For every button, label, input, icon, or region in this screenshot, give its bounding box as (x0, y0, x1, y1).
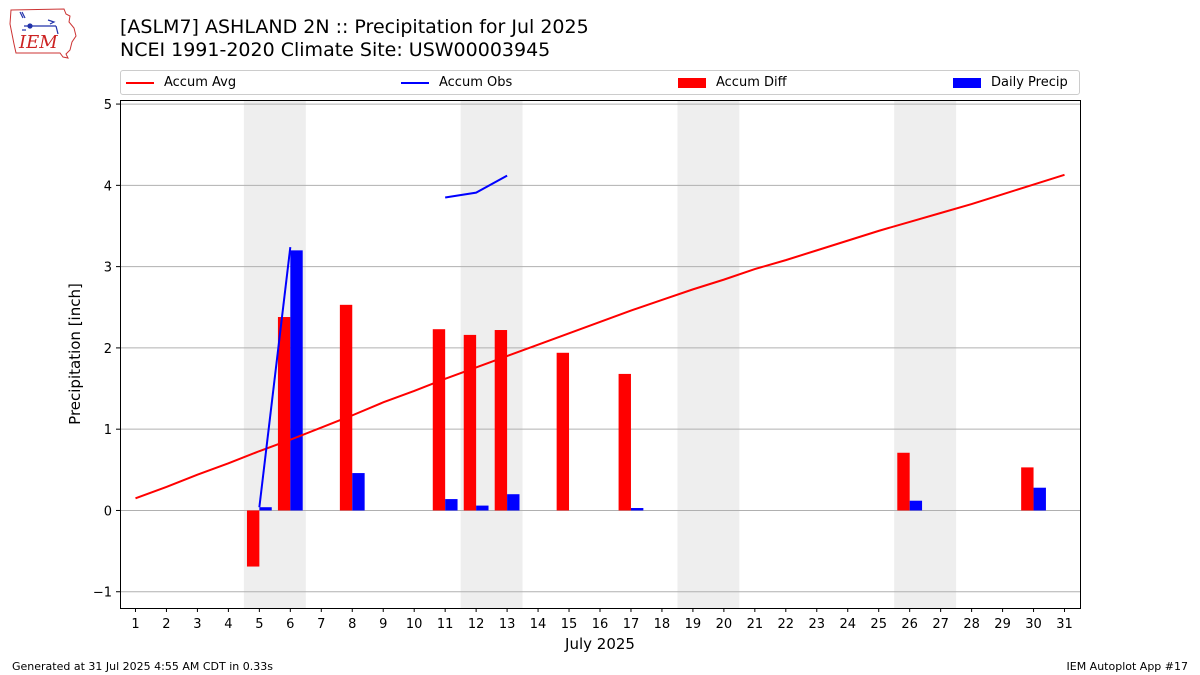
logo-text: IEM (19, 32, 58, 53)
x-tick-label-28: 28 (963, 617, 980, 632)
x-tick-label-22: 22 (778, 617, 795, 632)
x-tick-label-24: 24 (839, 617, 856, 632)
bar-accum-diff-day-5 (246, 510, 260, 567)
iem-logo: IEM (8, 6, 80, 60)
legend: Accum Avg Accum Obs Accum Diff Daily Pre… (120, 70, 1080, 95)
x-tick-label-9: 9 (379, 617, 387, 632)
footer-app: IEM Autoplot App #17 (1066, 660, 1189, 673)
weekend-band-2 (677, 100, 740, 608)
legend-label-accum-avg: Accum Avg (164, 75, 237, 90)
x-tick-label-20: 20 (716, 617, 733, 632)
bar-daily-precip-day-5 (259, 507, 272, 511)
bar-accum-diff-day-12 (463, 334, 477, 511)
x-tick-label-6: 6 (286, 617, 294, 632)
legend-label-daily-precip: Daily Precip (991, 75, 1068, 90)
x-tick-label-21: 21 (747, 617, 764, 632)
bar-accum-diff-day-11 (432, 329, 446, 511)
x-tick-label-12: 12 (468, 617, 485, 632)
x-tick-label-10: 10 (406, 617, 423, 632)
lines (135, 173, 1065, 508)
y-ticks: −1 0 1 2 3 4 5 (93, 98, 120, 601)
x-axis-label: July 2025 (564, 635, 635, 653)
legend-swatch-accum-diff (678, 77, 706, 88)
x-tick-label-16: 16 (592, 617, 609, 632)
bar-accum-diff-day-17 (618, 373, 631, 511)
legend-swatch-daily-precip (953, 77, 981, 88)
bar-accum-diff-day-30 (1021, 467, 1034, 511)
legend-item-accum-diff: Accum Diff (678, 71, 787, 94)
x-tick-label-26: 26 (901, 617, 918, 632)
x-tick-label-11: 11 (437, 617, 454, 632)
legend-item-daily-precip: Daily Precip (953, 71, 1068, 94)
bar-daily-precip-day-30 (1033, 487, 1046, 511)
x-ticks: 1 2 3 4 5 6 7 8 9 10 11 12 13 14 15 16 17 18 19 20 21 22 23 24 2… (131, 608, 1073, 632)
x-tick-label-14: 14 (530, 617, 547, 632)
bar-daily-precip-day-26 (909, 500, 923, 511)
x-tick-label-15: 15 (561, 617, 578, 632)
iowa-state-logo-icon (9, 8, 77, 59)
legend-swatch-accum-obs (401, 81, 429, 84)
y-tick-label-4: 4 (104, 179, 112, 194)
legend-label-accum-obs: Accum Obs (439, 75, 513, 90)
bar-daily-precip-day-13 (507, 494, 520, 511)
x-tick-label-2: 2 (162, 617, 170, 632)
legend-item-accum-avg: Accum Avg (126, 71, 236, 94)
bar-daily-precip-day-11 (445, 499, 458, 511)
x-tick-label-8: 8 (348, 617, 356, 632)
bar-accum-diff-day-15 (556, 352, 570, 511)
x-tick-label-5: 5 (255, 617, 263, 632)
x-tick-label-18: 18 (654, 617, 671, 632)
x-tick-label-23: 23 (809, 617, 826, 632)
x-tick-label-27: 27 (932, 617, 949, 632)
x-tick-label-17: 17 (623, 617, 640, 632)
x-tick-label-3: 3 (193, 617, 201, 632)
x-tick-label-25: 25 (870, 617, 887, 632)
bar-daily-precip-day-17 (630, 508, 644, 511)
bar-daily-precip-day-6 (290, 250, 303, 511)
bar-daily-precip-day-8 (352, 473, 365, 511)
x-tick-label-31: 31 (1056, 617, 1073, 632)
bar-accum-diff-day-6 (277, 317, 291, 511)
legend-swatch-accum-avg (126, 81, 154, 84)
line-accum-avg (135, 173, 1065, 500)
chart-subtitle: NCEI 1991-2020 Climate Site: USW00003945 (120, 39, 551, 61)
y-axis-label: Precipitation [inch] (66, 283, 84, 425)
x-tick-label-1: 1 (131, 617, 139, 632)
x-tick-label-19: 19 (685, 617, 702, 632)
bar-accum-diff-day-26 (897, 452, 910, 511)
chart-title: [ASLM7] ASHLAND 2N :: Precipitation for … (120, 16, 589, 38)
y-tick-label-1: 1 (104, 423, 112, 438)
x-tick-label-4: 4 (224, 617, 232, 632)
legend-label-accum-diff: Accum Diff (716, 75, 787, 90)
y-tick-label--1: −1 (93, 586, 112, 601)
bar-accum-diff-day-8 (339, 304, 353, 511)
x-tick-label-7: 7 (317, 617, 325, 632)
bars (246, 250, 1046, 567)
footer-generated: Generated at 31 Jul 2025 4:55 AM CDT in … (12, 660, 273, 673)
line-accum-obs-segment-0 (258, 246, 292, 508)
y-tick-label-0: 0 (104, 504, 112, 519)
x-tick-label-30: 30 (1025, 617, 1042, 632)
x-tick-label-29: 29 (994, 617, 1011, 632)
x-tick-label-13: 13 (499, 617, 516, 632)
legend-item-accum-obs: Accum Obs (401, 71, 512, 94)
weekend-band-3 (894, 100, 957, 608)
y-tick-label-5: 5 (104, 98, 112, 113)
y-tick-label-3: 3 (104, 261, 112, 276)
line-accum-obs-segment-1 (445, 174, 508, 199)
bar-daily-precip-day-12 (476, 505, 489, 511)
y-tick-label-2: 2 (104, 342, 112, 357)
bar-accum-diff-day-13 (494, 330, 508, 511)
